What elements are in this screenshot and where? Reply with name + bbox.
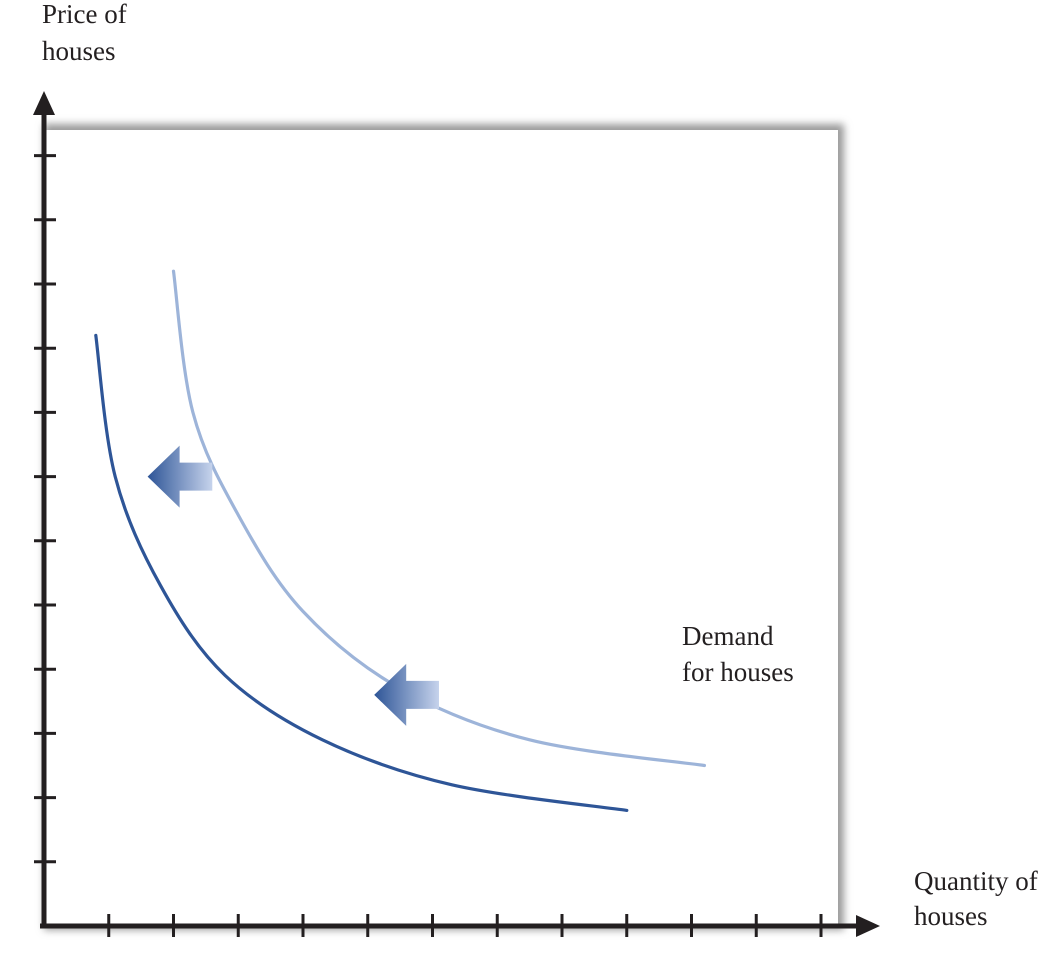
shift-arrows (147, 445, 439, 726)
x-axis-title-line-1: Quantity of (914, 866, 1038, 896)
demand-curve-label: Demand for houses (682, 621, 794, 687)
demand-curves (94, 269, 706, 812)
x-axis-arrowhead (856, 915, 880, 937)
y-axis-title: Price of houses (42, 0, 133, 66)
plot-panel (44, 130, 838, 926)
x-axis-title: Quantity of houses (914, 866, 1044, 931)
original-demand-curve (171, 269, 706, 768)
shifted-demand-curve (94, 333, 629, 812)
demand-curve-label-line-2: for houses (682, 657, 794, 687)
demand-curve-label-line-1: Demand (682, 621, 774, 651)
y-axis-title-line-2: houses (42, 36, 116, 66)
x-axis-title-line-2: houses (914, 901, 988, 931)
shift-arrow-lower-icon (374, 663, 439, 726)
shift-arrow-upper-icon (147, 445, 213, 508)
y-axis-title-line-1: Price of (42, 0, 127, 29)
y-axis-arrowhead (33, 91, 55, 115)
